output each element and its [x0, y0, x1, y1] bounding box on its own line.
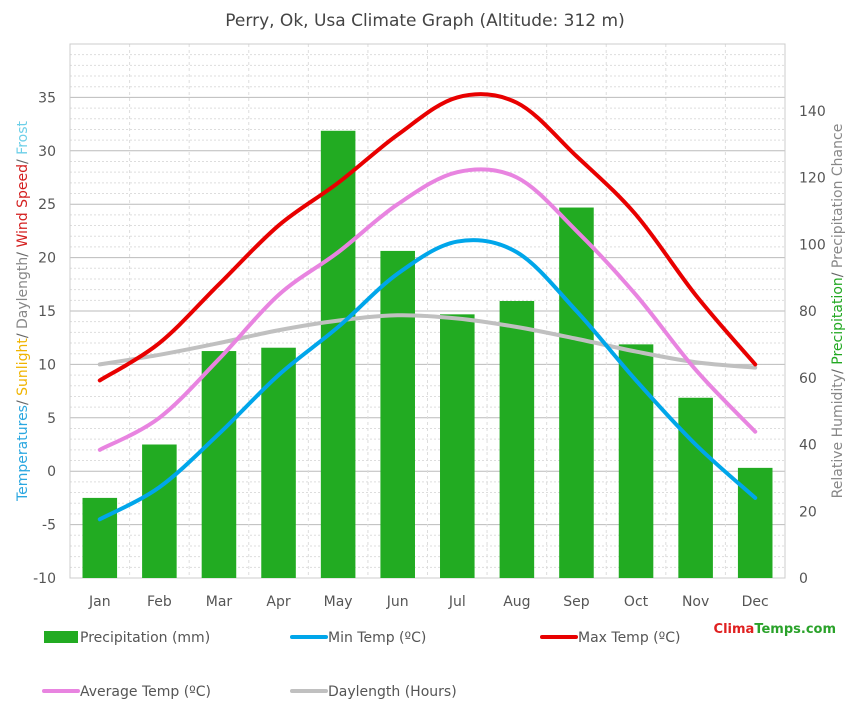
- right-tick-label: 60: [799, 371, 817, 387]
- left-tick-label: 20: [38, 251, 56, 267]
- axis-title-part: /: [830, 365, 846, 374]
- x-tick-label: Jan: [88, 594, 111, 610]
- left-tick-label: 30: [38, 144, 56, 160]
- logo-part: .com: [801, 622, 836, 637]
- x-tick-label: Dec: [742, 594, 769, 610]
- precipitation-bar-mar: [201, 351, 237, 578]
- axis-title-part: Daylength: [15, 257, 31, 329]
- precipitation-bar-dec: [737, 467, 773, 578]
- precipitation-bar-aug: [499, 300, 535, 578]
- axis-title-part: Precipitation: [830, 277, 846, 365]
- right-tick-label: 120: [799, 171, 826, 187]
- axis-title-part: Sunlight: [15, 338, 31, 396]
- axis-title-part: Frost: [15, 121, 31, 155]
- precipitation-bar-apr: [261, 347, 296, 578]
- right-tick-label: 40: [799, 438, 817, 454]
- right-tick-label: 140: [799, 104, 826, 120]
- axis-title-part: /: [15, 155, 31, 164]
- x-tick-label: Aug: [503, 594, 530, 610]
- legend-label: Precipitation (mm): [80, 630, 210, 646]
- logo-part: Temps: [754, 622, 801, 637]
- x-tick-label: Feb: [147, 594, 172, 610]
- x-tick-label: Jun: [386, 594, 409, 610]
- precipitation-bar-feb: [142, 444, 177, 578]
- left-tick-label: 15: [38, 304, 56, 320]
- x-tick-label: May: [324, 594, 353, 610]
- x-tick-label: Sep: [563, 594, 590, 610]
- left-tick-label: -10: [33, 571, 56, 587]
- x-tick-label: Apr: [266, 594, 290, 610]
- axis-title-part: Relative Humidity: [830, 374, 846, 498]
- axis-title-part: /: [830, 268, 846, 277]
- axis-title-part: /: [15, 329, 31, 338]
- tick-labels: -10 -5 0 5 10 15 20 25 30 35 0 20 40 60 80 100 120 140 Jan…: [33, 90, 826, 610]
- min-temp-c-line: [97, 238, 758, 522]
- legend-label: Daylength (Hours): [328, 684, 457, 700]
- axis-title-part: /: [15, 396, 31, 405]
- x-tick-label: Oct: [624, 594, 649, 610]
- precipitation-bar-jul: [440, 314, 475, 578]
- right-tick-label: 20: [799, 504, 817, 520]
- plot-frame: [69, 43, 786, 579]
- right-axis-title: Relative Humidity/ Precipitation/ Precip…: [830, 124, 846, 499]
- precipitation-bar-may: [320, 130, 356, 578]
- right-tick-label: 0: [799, 571, 808, 587]
- x-tick-label: Nov: [682, 594, 709, 610]
- precipitation-bars: [82, 130, 773, 579]
- left-tick-label: 0: [47, 464, 56, 480]
- logo-part: Clima: [714, 622, 755, 637]
- series-lines: [97, 92, 758, 522]
- axis-title-part: /: [15, 248, 31, 257]
- precipitation-bar-jun: [380, 250, 415, 579]
- legend-label: Average Temp (ºC): [80, 684, 211, 700]
- x-tick-label: Mar: [206, 594, 233, 610]
- axis-title-part: Precipitation Chance: [830, 124, 846, 268]
- left-tick-label: 25: [38, 197, 56, 213]
- grid: [69, 43, 786, 579]
- left-tick-label: 5: [47, 411, 56, 427]
- left-tick-label: 10: [38, 357, 56, 373]
- chart-title: Perry, Ok, Usa Climate Graph (Altitude: …: [225, 11, 624, 31]
- axis-title-part: Temperatures: [15, 405, 31, 502]
- precipitation-bar-sep: [559, 207, 594, 578]
- left-tick-label: -5: [42, 518, 56, 534]
- precipitation-bar-jan: [82, 497, 118, 578]
- legend: Precipitation (mm) Min Temp (ºC) Max Temp …: [42, 630, 680, 700]
- x-tick-label: Jul: [448, 594, 466, 610]
- precipitation-bar-nov: [678, 397, 713, 578]
- daylength-hours-line: [97, 313, 758, 370]
- climatemps-logo[interactable]: ClimaTemps.com: [714, 622, 836, 637]
- average-temp-c-line: [97, 167, 758, 452]
- legend-swatch: [44, 631, 78, 643]
- legend-label: Min Temp (ºC): [328, 630, 426, 646]
- left-tick-label: 35: [38, 90, 56, 106]
- right-tick-label: 100: [799, 237, 826, 253]
- left-axis-title: Temperatures/ Sunlight/ Daylength/ Wind …: [15, 121, 31, 502]
- right-tick-label: 80: [799, 304, 817, 320]
- legend-label: Max Temp (ºC): [578, 630, 680, 646]
- max-temp-c-line: [97, 92, 758, 383]
- axis-title-part: Wind Speed: [15, 164, 31, 248]
